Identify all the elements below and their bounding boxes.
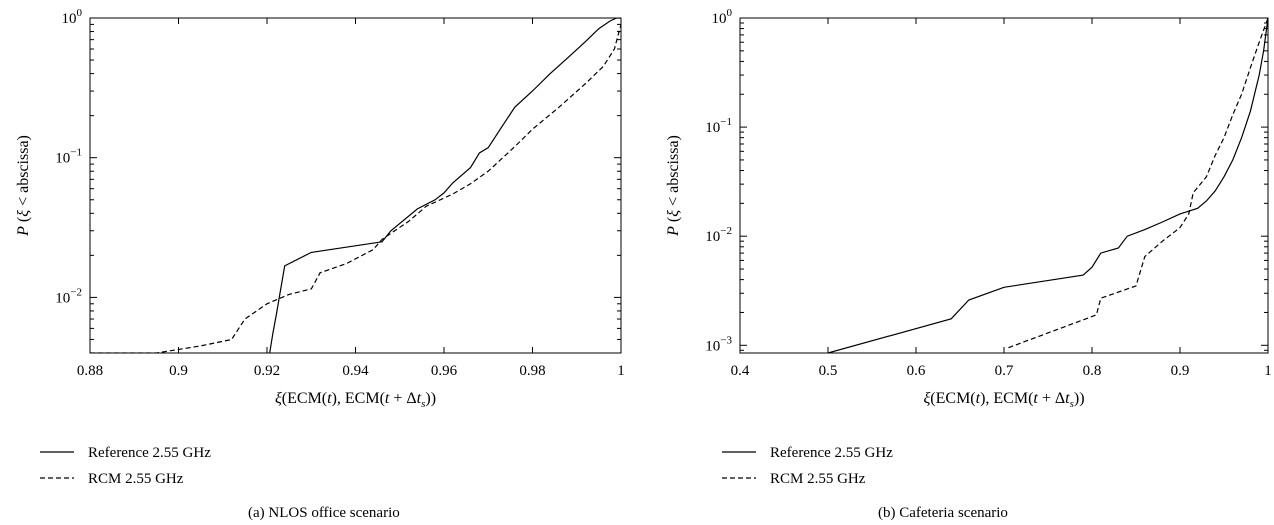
panel-a-series-rcm-line — [90, 24, 621, 353]
panel-a-caption: (a) NLOS office scenario — [248, 505, 400, 521]
panel-b-x-tick-label: 0.5 — [819, 363, 838, 379]
panel-a-x-tick-label: 0.94 — [342, 363, 369, 379]
panel-b-y-axis-label: P (ξ < abscissa) — [665, 135, 682, 237]
panel-b-y-tick-label: 10−2 — [705, 225, 732, 245]
panel-b-y-tick-label: 100 — [712, 7, 733, 27]
panel-a-plot-frame — [89, 17, 622, 354]
panel-a-legend-label: RCM 2.55 GHz — [88, 471, 184, 487]
panel-b-legend-label: Reference 2.55 GHz — [770, 445, 893, 461]
panel-a-x-tick-label: 0.9 — [169, 363, 188, 379]
panel-a-chart: 0.88 0.9 0.92 0.94 0.96 0.98 1 10−2 10−1 100 P (ξ … — [15, 7, 625, 521]
panel-a-x-tick-label: 0.98 — [519, 363, 545, 379]
panel-b-x-tick-label: 1 — [1264, 363, 1272, 379]
panel-a-y-tick-label: 100 — [62, 7, 83, 27]
panel-a-x-tick-label: 0.92 — [254, 363, 280, 379]
panel-b-plot-frame — [739, 17, 1269, 354]
panel-a-y-axis-label: P (ξ < abscissa) — [15, 135, 32, 237]
panel-b-series-reference-line — [827, 18, 1268, 353]
panel-b-x-tick-label: 0.6 — [907, 363, 926, 379]
panel-a-series-reference-line — [269, 18, 621, 353]
panel-a-x-tick-label: 1 — [617, 363, 625, 379]
panel-a-x-axis-label: ξ(ECM(t), ECM(t + Δts)) — [275, 390, 436, 410]
panel-b-x-tick-label: 0.7 — [995, 363, 1014, 379]
panel-b-caption: (b) Cafeteria scenario — [878, 505, 1008, 521]
panel-b-x-tick-label: 0.8 — [1083, 363, 1102, 379]
panel-b-chart: 0.4 0.5 0.6 0.7 0.8 0.9 1 10−3 10−2 10−1 100 P (ξ <… — [665, 7, 1272, 521]
panel-a-legend-label: Reference 2.55 GHz — [88, 445, 211, 461]
panel-b-legend-label: RCM 2.55 GHz — [770, 471, 866, 487]
panel-b-series-rcm-line — [1008, 18, 1268, 349]
panel-b-y-tick-label: 10−1 — [705, 116, 732, 136]
panel-b-x-tick-label: 0.4 — [731, 363, 750, 379]
panel-b-x-axis-label: ξ(ECM(t), ECM(t + Δts)) — [923, 390, 1084, 410]
panel-a-y-tick-label: 10−2 — [55, 286, 82, 306]
panel-b-y-tick-label: 10−3 — [705, 334, 732, 354]
panel-a-y-tick-label: 10−1 — [55, 147, 82, 167]
panel-a-x-tick-label: 0.88 — [77, 363, 103, 379]
panel-b-x-tick-label: 0.9 — [1171, 363, 1190, 379]
panel-a-x-tick-label: 0.96 — [431, 363, 458, 379]
